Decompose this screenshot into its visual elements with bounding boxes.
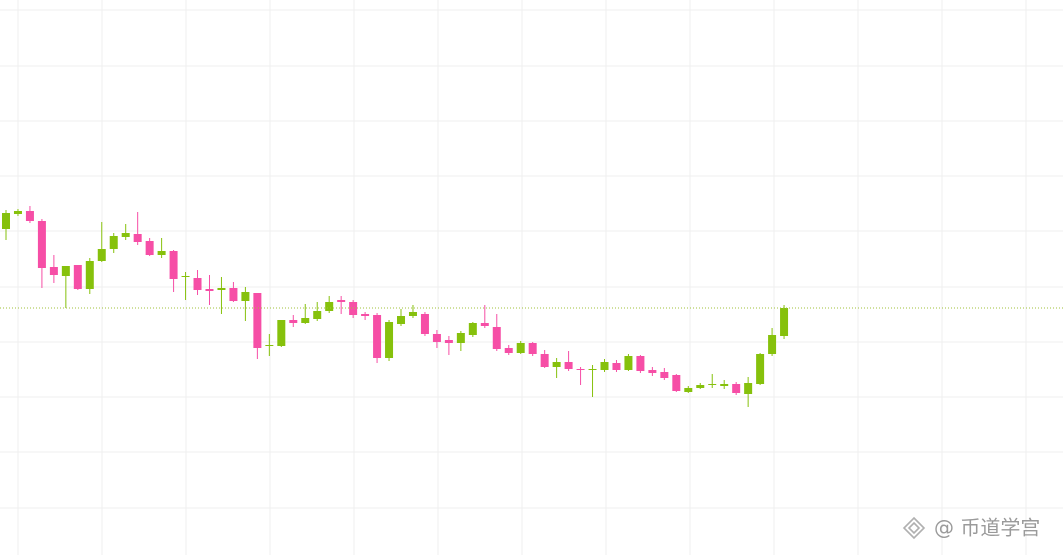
candle-body	[744, 383, 753, 394]
candle-body	[301, 318, 310, 323]
candle-body	[588, 369, 597, 370]
candle-body	[540, 354, 549, 367]
candle-body	[253, 293, 262, 348]
candle-body	[420, 314, 429, 334]
candle-body	[2, 213, 10, 229]
candle-body	[720, 384, 729, 386]
candle-body	[576, 369, 585, 370]
watermark-logo	[902, 516, 926, 540]
candle-body	[217, 288, 226, 290]
candle-body	[468, 323, 477, 335]
candle-body	[492, 327, 501, 349]
candle-body	[600, 362, 609, 370]
candle-body	[456, 333, 465, 343]
candle-body	[85, 261, 94, 289]
candle-body	[564, 362, 573, 369]
candle-body	[289, 320, 298, 323]
candle-body	[49, 267, 58, 275]
candle-body	[528, 343, 537, 354]
candle-body	[229, 288, 238, 301]
candle-body	[169, 251, 178, 279]
candle-body	[181, 276, 190, 277]
candle-body	[13, 211, 22, 214]
candle-body	[504, 348, 513, 353]
candle-body	[516, 343, 525, 353]
candle-body	[768, 335, 777, 354]
candle-body	[684, 388, 693, 392]
candle-body	[121, 233, 130, 237]
watermark: @ 币道学宫	[934, 516, 1040, 540]
candle-body	[672, 375, 681, 391]
candle-body	[756, 354, 765, 384]
candle-body	[25, 211, 34, 221]
candle-body	[373, 315, 382, 358]
candle-body	[708, 384, 717, 385]
candle-body	[265, 345, 274, 346]
candle-body	[480, 323, 489, 326]
candle-body	[385, 322, 394, 358]
candle-body	[37, 221, 46, 268]
candle-body	[648, 370, 657, 373]
candle-body	[97, 249, 106, 261]
candle-body	[61, 266, 70, 276]
candle-body	[552, 362, 561, 367]
candle-body	[73, 265, 82, 289]
candle-body	[696, 385, 705, 388]
candle-body	[624, 356, 633, 370]
candle-body	[397, 316, 406, 324]
candle-body	[732, 384, 741, 393]
candle-body	[780, 308, 789, 336]
candle-body	[133, 234, 142, 242]
candle-body	[612, 363, 621, 370]
candle-body	[361, 314, 370, 316]
candle-body	[325, 302, 334, 311]
candle-body	[636, 356, 645, 371]
candle-body	[205, 289, 214, 291]
candle-body	[157, 251, 166, 255]
candle-body	[660, 372, 669, 378]
candle-body	[145, 241, 154, 255]
candle-body	[313, 311, 322, 319]
candle-body	[241, 292, 250, 301]
candle-body	[109, 236, 118, 249]
candle-body	[349, 302, 358, 315]
candle-body	[277, 320, 286, 346]
candle-body	[444, 340, 453, 343]
candle-body	[408, 312, 417, 316]
candle-body	[432, 334, 441, 342]
candle-body	[337, 300, 346, 302]
candle-body	[193, 278, 202, 290]
